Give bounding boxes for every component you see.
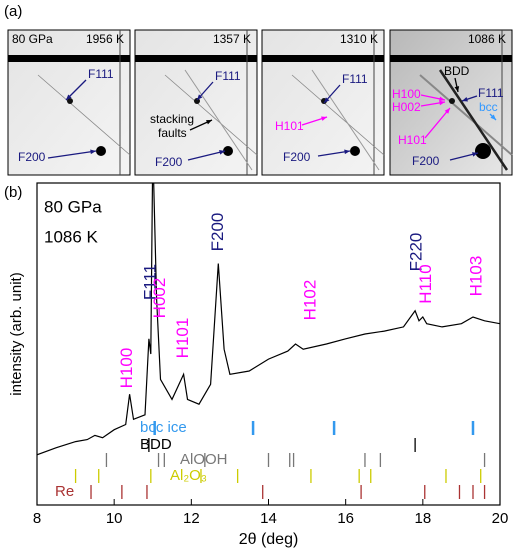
streak [419,74,513,156]
streak [311,69,380,171]
x-tick-label: 8 [33,510,41,527]
image-annotation: F200 [283,150,311,164]
arrow-head [90,149,96,155]
phase-label: BDD [140,436,172,453]
image-annotation: F111 [478,86,504,100]
phase-label: AlOOH [180,451,228,468]
image-annotation: H002 [392,100,421,114]
arrow [424,107,451,139]
reflection [194,98,200,104]
streak [37,74,131,156]
peak-label: H101 [173,318,192,359]
arrow [187,150,226,161]
arrow-head [324,97,330,103]
arrow-head [321,116,327,121]
arrow-head [206,120,212,125]
x-axis-label: 2θ (deg) [239,531,299,548]
reflection [449,98,455,104]
x-tick-label: 14 [260,510,277,527]
arrow [47,150,97,159]
streak [438,69,509,171]
x-tick-label: 20 [492,510,509,527]
arrow-head [439,100,445,106]
peak-label: F200 [208,213,227,252]
reflection [223,146,233,156]
peak-label: H100 [117,348,136,389]
temperature-label: 1086 K [468,32,506,46]
beam-stop [8,55,130,62]
arrow-head [472,152,478,157]
peak-label: H002 [150,278,169,319]
x-tick-label: 12 [183,510,200,527]
phase-label: Re [55,483,74,500]
temperature-label: 1310 K [340,32,378,46]
reflection [96,146,106,156]
beam-stop [390,55,512,62]
x-tick-label: 18 [414,510,431,527]
image-annotation: F200 [412,154,440,168]
temperature-label: 1357 K [213,32,251,46]
arrow-head [219,150,225,155]
temperature-label: 1956 K [86,32,124,46]
streak [164,74,258,156]
pressure-label: 80 GPa [12,32,53,46]
arrow-head [66,94,72,100]
condition-label: 1086 K [44,227,99,246]
peak-label: H102 [300,280,319,321]
arrow-head [444,108,450,114]
image-annotation: H101 [275,119,304,133]
peak-label: H103 [466,256,485,297]
condition-label: 80 GPa [44,197,102,216]
arrow-head [490,114,496,120]
arrow-head [454,86,460,92]
beam-stop [262,55,384,62]
image-annotation: F111 [88,67,114,81]
reflection [475,143,491,159]
image-annotation: BDD [444,64,470,78]
image-annotation: faults [158,126,187,140]
image-annotation: bcc [479,100,498,114]
arrow-head [344,149,350,155]
arrow-head [462,97,468,102]
x-tick-label: 16 [337,510,354,527]
streak [291,74,385,156]
arrow-head [439,96,445,102]
peak-label: F220 [407,233,426,272]
x-tick-label: 10 [106,510,123,527]
phase-label: bcc ice [140,419,187,436]
image-annotation: F200 [155,155,183,169]
image-annotation: F200 [18,150,46,164]
peak-label: F111 [140,264,159,300]
image-annotation: stacking [150,112,194,126]
panel-label: (b) [4,184,22,201]
spectrum-line [37,183,500,456]
image-annotation: H100 [392,87,421,101]
streak [184,69,253,171]
phase-label: Al₂O₃ [170,467,207,484]
reflection [350,146,360,156]
reflection [67,98,73,104]
peak-label: H110 [416,264,435,303]
beam-stop [135,55,257,62]
arrow-head [197,94,203,100]
image-annotation: H101 [398,133,427,147]
y-axis-label: intensity (arb. unit) [8,272,25,395]
panel-label: (a) [4,3,22,20]
image-annotation: F111 [215,69,241,83]
image-annotation: F111 [342,72,368,86]
